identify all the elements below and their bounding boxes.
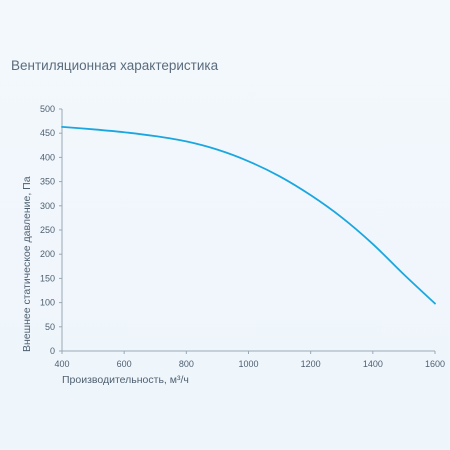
y-tick-label: 200 bbox=[40, 249, 55, 259]
x-axis-ticks: 400 600 800 1000 1200 1400 1600 bbox=[54, 351, 445, 369]
y-tick-label: 0 bbox=[50, 346, 55, 356]
x-axis-label: Производительность, м³/ч bbox=[62, 374, 189, 386]
y-tick-label: 100 bbox=[40, 298, 55, 308]
y-tick-label: 500 bbox=[40, 104, 55, 114]
x-tick-label: 800 bbox=[179, 359, 194, 369]
y-tick-label: 150 bbox=[40, 273, 55, 283]
y-axis-label: Внешнее статическое давление, Па bbox=[21, 176, 33, 352]
x-tick-label: 400 bbox=[54, 359, 69, 369]
y-tick-label: 50 bbox=[45, 322, 55, 332]
chart-title: Вентиляционная характеристика bbox=[11, 58, 219, 73]
y-tick-label: 400 bbox=[40, 152, 55, 162]
chart-series bbox=[61, 126, 436, 305]
chart-axes bbox=[61, 109, 435, 352]
y-tick-label: 450 bbox=[40, 128, 55, 138]
x-tick-label: 1400 bbox=[363, 359, 383, 369]
y-tick-label: 350 bbox=[40, 177, 55, 187]
x-tick-label: 600 bbox=[117, 359, 132, 369]
y-tick-label: 300 bbox=[40, 201, 55, 211]
x-tick-label: 1600 bbox=[425, 359, 445, 369]
x-tick-label: 1200 bbox=[301, 359, 321, 369]
series-line bbox=[61, 126, 436, 305]
x-tick-label: 1000 bbox=[238, 359, 258, 369]
y-axis-ticks: 0 50 100 150 200 250 300 350 400 450 500 bbox=[40, 104, 62, 356]
y-tick-label: 250 bbox=[40, 225, 55, 235]
